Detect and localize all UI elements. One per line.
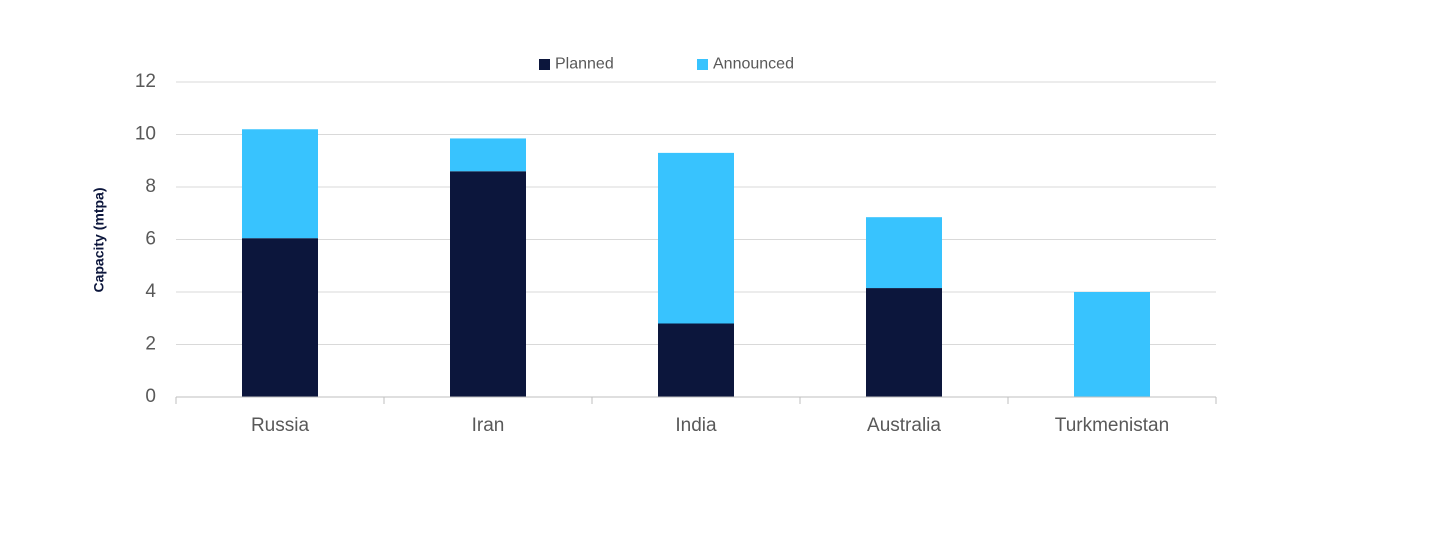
bar-planned-russia (242, 238, 318, 397)
y-tick-labels: 0 2 4 6 8 10 12 (135, 71, 157, 407)
y-tick-label: 2 (145, 334, 156, 355)
bar-announced-turkmenistan (1074, 292, 1150, 397)
bar-planned-india (658, 323, 734, 397)
x-tick-labels: Russia Iran India Australia Turkmenistan (251, 415, 1169, 436)
y-tick-label: 6 (145, 229, 156, 250)
x-tick-label: India (675, 415, 717, 436)
y-tick-label: 4 (145, 281, 156, 302)
legend-swatch-planned (539, 59, 550, 70)
legend: Planned Announced (539, 56, 794, 73)
bar-announced-russia (242, 129, 318, 239)
y-tick-label: 12 (135, 71, 156, 92)
legend-swatch-announced (697, 59, 708, 70)
y-tick-label: 0 (145, 386, 156, 407)
x-tick-label: Turkmenistan (1055, 415, 1169, 436)
x-tick-label: Iran (472, 415, 505, 436)
y-axis-label: Capacity (mtpa) (91, 187, 107, 292)
legend-label-announced: Announced (713, 56, 794, 73)
bars (242, 129, 1150, 397)
y-tick-label: 10 (135, 124, 156, 145)
x-tick-label: Russia (251, 415, 310, 436)
bar-announced-iran (450, 138, 526, 172)
bar-planned-iran (450, 171, 526, 397)
bar-planned-australia (866, 288, 942, 397)
x-axis (175, 396, 1217, 404)
bar-announced-india (658, 152, 734, 324)
bar-announced-australia (866, 217, 942, 289)
y-tick-label: 8 (145, 176, 156, 197)
x-tick-label: Australia (867, 415, 941, 436)
legend-label-planned: Planned (555, 56, 614, 73)
